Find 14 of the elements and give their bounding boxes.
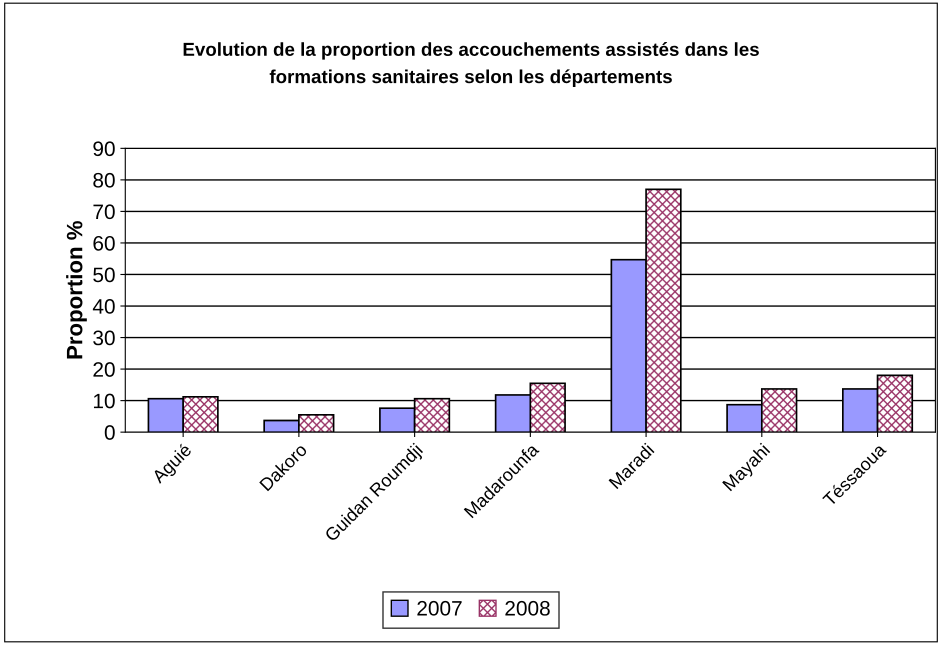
- y-axis-title: Proportion %: [66, 221, 87, 359]
- y-tick-label: 0: [104, 425, 115, 440]
- y-tick-label: 90: [93, 141, 115, 156]
- legend-label: 2007: [417, 600, 462, 616]
- y-tick-label: 10: [94, 394, 115, 408]
- y-tick-label: 70: [93, 204, 115, 220]
- y-tick-label: 50: [93, 267, 115, 282]
- y-tick-label: 30: [93, 330, 115, 346]
- legend-label: 2008: [505, 600, 550, 616]
- chart-title: Evolution de la proportion des accouchements assistés dans les formations sanitaires selon les départements: [184, 42, 759, 87]
- y-tick-label: 60: [93, 236, 115, 251]
- y-tick-label: 80: [93, 172, 115, 188]
- y-tick-label: 20: [93, 362, 115, 377]
- y-tick-label: 40: [92, 299, 115, 314]
